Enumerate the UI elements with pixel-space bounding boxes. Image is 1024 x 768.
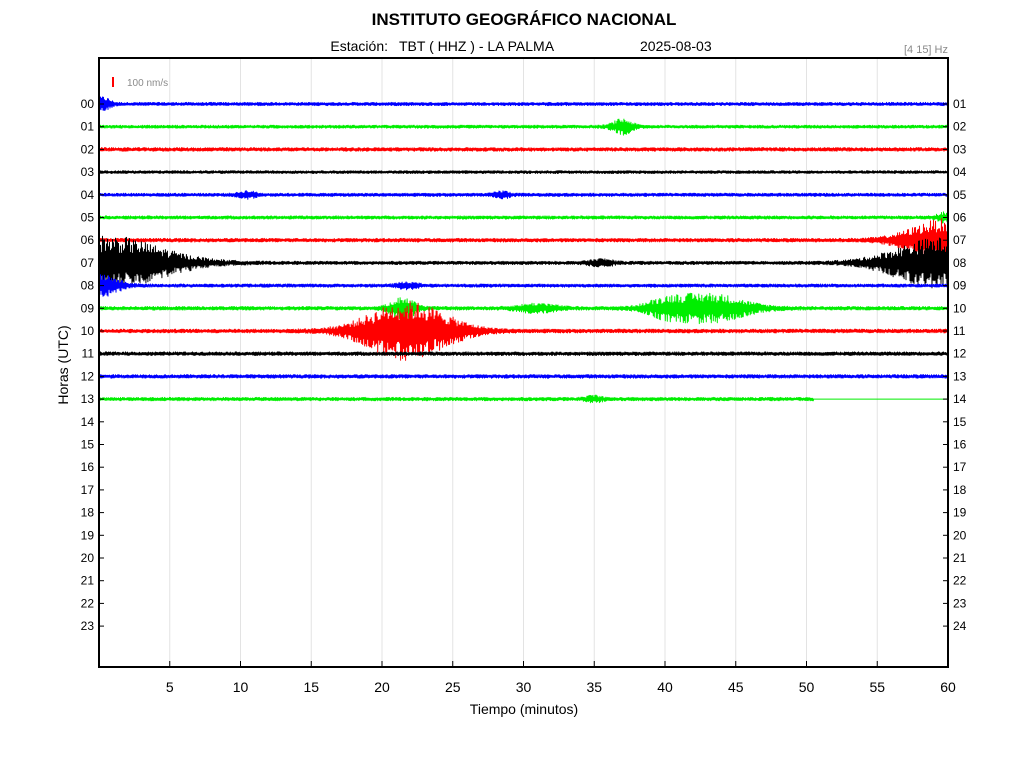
x-tick-label: 60 [940, 679, 956, 695]
left-hour-label: 19 [81, 528, 95, 542]
date-label: 2025-08-03 [640, 38, 712, 54]
left-hour-label: 06 [81, 233, 95, 247]
left-hour-label: 13 [81, 392, 95, 406]
trace-hour-05 [98, 211, 949, 224]
right-hour-label: 09 [953, 279, 967, 293]
right-hour-label: 02 [953, 120, 967, 134]
y-axis-label: Horas (UTC) [55, 325, 71, 404]
x-tick-label: 40 [657, 679, 673, 695]
left-hour-label: 09 [81, 301, 95, 315]
grid-lines [169, 58, 878, 667]
left-hour-label: 14 [81, 415, 95, 429]
right-hour-label: 12 [953, 347, 967, 361]
left-hour-labels: 00 01 02 03 04 05 06 07 08 09 10 11 12 13 14 15 16 17 18 19… [81, 97, 104, 633]
right-hour-label: 24 [953, 619, 967, 633]
trace-hour-02 [98, 147, 949, 152]
x-tick-label: 5 [166, 679, 174, 695]
scale-label: 100 nm/s [127, 78, 168, 89]
left-hour-label: 05 [81, 211, 95, 225]
scale-bar [112, 77, 114, 87]
trace-hour-11 [98, 351, 949, 356]
trace-group [98, 96, 949, 404]
right-hour-labels: 01 02 03 04 05 06 07 08 09 10 11 12 13 14 15 16 17 18 19 20… [943, 97, 967, 633]
left-hour-label: 22 [81, 596, 95, 610]
left-hour-label: 04 [81, 188, 95, 202]
left-hour-label: 00 [81, 97, 95, 111]
left-hour-label: 12 [81, 369, 95, 383]
right-hour-label: 21 [953, 551, 967, 565]
left-hour-label: 02 [81, 142, 95, 156]
plot-frame [98, 57, 949, 668]
right-hour-label: 16 [953, 438, 967, 452]
trace-hour-00 [98, 96, 949, 111]
x-tick-label: 15 [303, 679, 319, 695]
trace-hour-01 [98, 118, 949, 136]
left-hour-label: 01 [81, 120, 95, 134]
x-tick-label: 25 [445, 679, 461, 695]
right-hour-label: 22 [953, 574, 967, 588]
trace-hour-03 [98, 170, 949, 174]
right-hour-label: 13 [953, 369, 967, 383]
left-hour-label: 11 [82, 347, 95, 361]
right-hour-label: 18 [953, 483, 967, 497]
right-hour-label: 19 [953, 506, 967, 520]
x-tick-label: 10 [233, 679, 249, 695]
right-hour-label: 15 [953, 415, 967, 429]
right-hour-label: 05 [953, 188, 967, 202]
trace-hour-06 [98, 218, 949, 263]
x-axis-ticks: 5 10 15 20 25 30 35 40 45 50 55 60 [166, 661, 956, 695]
right-hour-label: 03 [953, 142, 967, 156]
right-hour-label: 11 [953, 324, 966, 338]
right-hour-label: 14 [953, 392, 967, 406]
right-hour-label: 01 [953, 97, 967, 111]
left-hour-label: 21 [81, 574, 95, 588]
trace-hour-07 [98, 235, 949, 290]
trace-hour-08 [98, 273, 949, 297]
right-hour-label: 04 [953, 165, 967, 179]
chart-title: INSTITUTO GEOGRÁFICO NACIONAL [372, 10, 677, 29]
x-tick-label: 55 [869, 679, 885, 695]
x-tick-label: 35 [586, 679, 602, 695]
trace-hour-10 [98, 301, 949, 361]
left-hour-label: 10 [81, 324, 95, 338]
trace-hour-13 [98, 394, 948, 404]
left-hour-label: 16 [81, 460, 95, 474]
right-hour-label: 08 [953, 256, 967, 270]
x-tick-label: 50 [799, 679, 815, 695]
right-hour-label: 07 [953, 233, 967, 247]
trace-hour-04 [98, 190, 949, 200]
left-hour-label: 07 [81, 256, 95, 270]
x-axis-label: Tiempo (minutos) [470, 701, 578, 717]
left-hour-label: 20 [81, 551, 95, 565]
left-hour-label: 08 [81, 279, 95, 293]
right-hour-label: 23 [953, 596, 967, 610]
trace-hour-09 [98, 292, 949, 325]
filter-band-label: [4 15] Hz [904, 44, 948, 56]
trace-hour-12 [98, 374, 949, 379]
station-label: TBT ( HHZ ) - LA PALMA [399, 38, 555, 54]
x-tick-label: 45 [728, 679, 744, 695]
left-hour-label: 17 [81, 483, 95, 497]
left-hour-label: 15 [81, 438, 95, 452]
right-hour-label: 20 [953, 528, 967, 542]
station-prefix: Estación: [330, 38, 388, 54]
left-hour-label: 18 [81, 506, 95, 520]
right-hour-label: 17 [953, 460, 967, 474]
left-hour-label: 23 [81, 619, 95, 633]
right-hour-label: 10 [953, 301, 967, 315]
left-hour-label: 03 [81, 165, 95, 179]
x-tick-label: 30 [516, 679, 532, 695]
right-hour-label: 06 [953, 211, 967, 225]
x-tick-label: 20 [374, 679, 390, 695]
